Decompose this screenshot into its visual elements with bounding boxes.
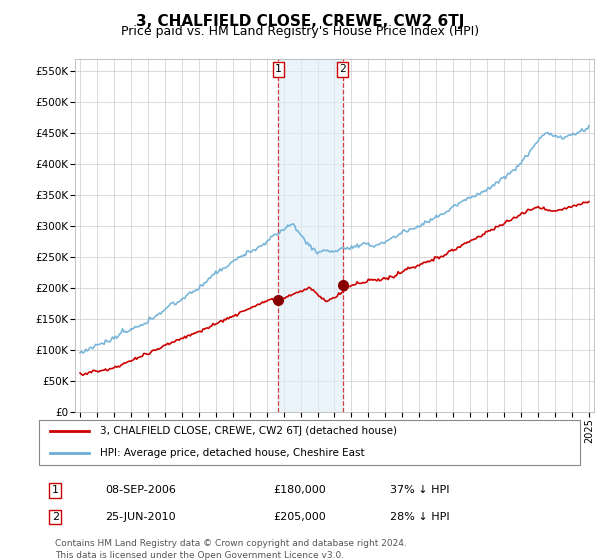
Text: HPI: Average price, detached house, Cheshire East: HPI: Average price, detached house, Ches…	[100, 449, 365, 459]
Text: 25-JUN-2010: 25-JUN-2010	[106, 512, 176, 522]
Text: £205,000: £205,000	[273, 512, 326, 522]
Bar	[278, 59, 343, 412]
Text: 08-SEP-2006: 08-SEP-2006	[106, 485, 176, 495]
Text: Contains HM Land Registry data © Crown copyright and database right 2024.
This d: Contains HM Land Registry data © Crown c…	[55, 539, 407, 559]
Text: 3, CHALFIELD CLOSE, CREWE, CW2 6TJ (detached house): 3, CHALFIELD CLOSE, CREWE, CW2 6TJ (deta…	[100, 426, 397, 436]
FancyBboxPatch shape	[38, 420, 580, 465]
Text: 1: 1	[52, 485, 59, 495]
Text: 37% ↓ HPI: 37% ↓ HPI	[390, 485, 449, 495]
Text: 2: 2	[52, 512, 59, 522]
Text: 28% ↓ HPI: 28% ↓ HPI	[390, 512, 450, 522]
Text: 2: 2	[339, 64, 346, 74]
Text: £180,000: £180,000	[273, 485, 326, 495]
Text: Price paid vs. HM Land Registry's House Price Index (HPI): Price paid vs. HM Land Registry's House …	[121, 25, 479, 38]
Text: 1: 1	[275, 64, 282, 74]
Text: 3, CHALFIELD CLOSE, CREWE, CW2 6TJ: 3, CHALFIELD CLOSE, CREWE, CW2 6TJ	[136, 14, 464, 29]
